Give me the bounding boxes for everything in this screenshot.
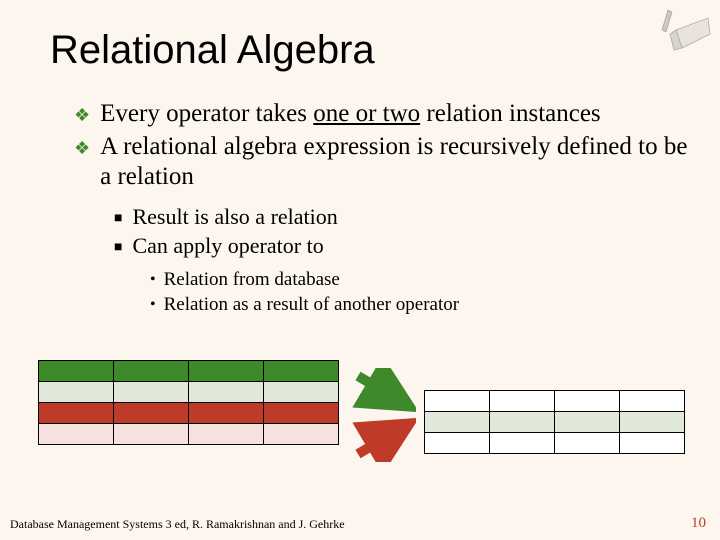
diamond-bullet-icon: ❖ <box>74 138 90 160</box>
table-cell <box>38 423 114 445</box>
bullet-list-level-1: ❖ Every operator takes one or two relati… <box>0 73 720 193</box>
table-cell <box>263 402 339 424</box>
bullet-text: Every operator takes one or two relation… <box>100 99 601 130</box>
page-number: 10 <box>691 515 706 532</box>
table-cell <box>489 432 555 454</box>
bullet-item-l1: ❖ Every operator takes one or two relati… <box>74 99 690 130</box>
table-row <box>424 390 684 411</box>
input-relations-table <box>38 360 338 444</box>
table-cell <box>38 381 114 403</box>
slide-title: Relational Algebra <box>0 0 720 73</box>
table-row <box>424 432 684 453</box>
table-cell <box>188 423 264 445</box>
table-row <box>38 381 338 402</box>
dot-bullet-icon: • <box>150 270 156 290</box>
table-row <box>424 411 684 432</box>
square-bullet-icon: ■ <box>114 238 122 256</box>
table-cell <box>263 423 339 445</box>
relation-diagram <box>38 356 688 496</box>
bullet-text: Result is also a relation <box>132 203 337 231</box>
table-cell <box>263 381 339 403</box>
diamond-bullet-icon: ❖ <box>74 105 90 127</box>
bullet-text: A relational algebra expression is recur… <box>100 132 690 193</box>
table-row <box>38 423 338 444</box>
table-cell <box>424 390 490 412</box>
table-cell <box>554 432 620 454</box>
table-cell <box>619 390 685 412</box>
table-cell <box>554 411 620 433</box>
bullet-text: Relation from database <box>164 268 340 292</box>
corner-decoration-icon <box>652 8 712 54</box>
table-row <box>38 402 338 423</box>
bullet-text: Can apply operator to <box>132 232 323 260</box>
footer-citation: Database Management Systems 3 ed, R. Ram… <box>10 517 345 532</box>
table-cell <box>113 402 189 424</box>
table-row <box>38 360 338 381</box>
bullet-item-l3: • Relation as a result of another operat… <box>150 293 720 317</box>
arrow-red-icon <box>352 418 416 462</box>
table-cell <box>113 360 189 382</box>
bullet-item-l3: • Relation from database <box>150 268 720 292</box>
bullet-item-l2: ■ Result is also a relation <box>114 203 720 231</box>
table-cell <box>113 381 189 403</box>
bullet-list-level-2: ■ Result is also a relation ■ Can apply … <box>0 195 720 260</box>
table-cell <box>38 360 114 382</box>
table-cell <box>188 381 264 403</box>
output-relation-table <box>424 390 684 453</box>
bullet-item-l2: ■ Can apply operator to <box>114 232 720 260</box>
table-cell <box>554 390 620 412</box>
bullet-item-l1: ❖ A relational algebra expression is rec… <box>74 132 690 193</box>
square-bullet-icon: ■ <box>114 209 122 227</box>
table-cell <box>38 402 114 424</box>
bullet-list-level-3: • Relation from database • Relation as a… <box>0 262 720 318</box>
arrow-green-icon <box>352 368 416 412</box>
table-cell <box>188 402 264 424</box>
dot-bullet-icon: • <box>150 295 156 315</box>
table-cell <box>619 432 685 454</box>
table-cell <box>489 411 555 433</box>
table-cell <box>113 423 189 445</box>
table-cell <box>424 432 490 454</box>
table-cell <box>619 411 685 433</box>
table-cell <box>263 360 339 382</box>
bullet-text: Relation as a result of another operator <box>164 293 459 317</box>
table-cell <box>424 411 490 433</box>
table-cell <box>489 390 555 412</box>
table-cell <box>188 360 264 382</box>
